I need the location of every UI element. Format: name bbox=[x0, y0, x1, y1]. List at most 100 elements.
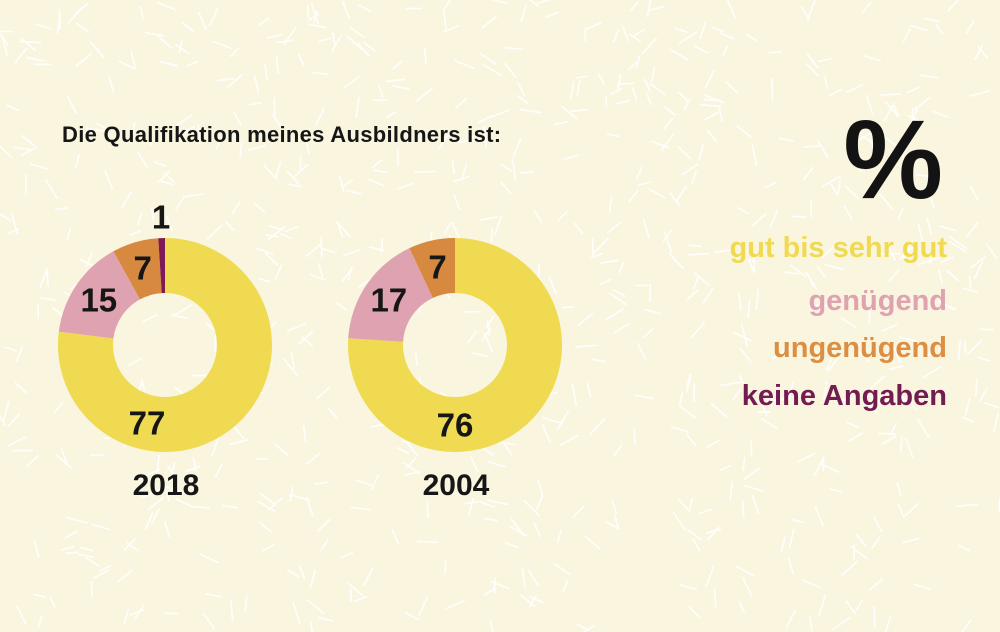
confetti-dash bbox=[54, 207, 69, 211]
confetti-dash bbox=[966, 221, 979, 238]
confetti-dash bbox=[12, 146, 32, 151]
confetti-dash bbox=[768, 50, 783, 54]
confetti-dash bbox=[663, 117, 674, 130]
confetti-dash bbox=[881, 323, 898, 332]
confetti-dash bbox=[509, 525, 528, 537]
slice-value-label: 77 bbox=[129, 404, 166, 441]
confetti-dash bbox=[967, 339, 983, 356]
confetti-dash bbox=[483, 332, 493, 353]
confetti-dash bbox=[479, 216, 499, 221]
confetti-dash bbox=[802, 166, 814, 181]
confetti-dash bbox=[308, 12, 320, 21]
confetti-dash bbox=[79, 546, 94, 552]
confetti-dash bbox=[559, 434, 579, 447]
confetti-dash bbox=[612, 323, 630, 334]
confetti-dash bbox=[939, 225, 957, 232]
confetti-dash bbox=[462, 500, 480, 505]
confetti-dash bbox=[25, 455, 39, 468]
confetti-dash bbox=[914, 97, 930, 111]
confetti-dash bbox=[636, 342, 647, 360]
confetti-dash bbox=[489, 109, 511, 119]
confetti-dash bbox=[273, 442, 288, 456]
confetti-dash bbox=[878, 432, 897, 435]
confetti-dash bbox=[442, 0, 451, 11]
confetti-dash bbox=[342, 249, 360, 257]
confetti-dash bbox=[254, 247, 274, 255]
confetti-dash bbox=[937, 300, 957, 311]
confetti-dash bbox=[575, 75, 589, 79]
slice-value-label: 7 bbox=[428, 248, 446, 285]
confetti-dash bbox=[974, 378, 978, 397]
legend-item-ungenuegend: ungenügend bbox=[773, 332, 947, 364]
confetti-dash bbox=[264, 233, 279, 238]
confetti-dash bbox=[856, 350, 870, 363]
confetti-dash bbox=[205, 322, 217, 332]
confetti-dash bbox=[917, 419, 930, 439]
confetti-dash bbox=[213, 334, 217, 353]
confetti-dash bbox=[960, 619, 972, 632]
confetti-dash bbox=[844, 185, 860, 200]
confetti-dash bbox=[586, 382, 592, 398]
percent-symbol: % bbox=[843, 97, 943, 222]
confetti-dash bbox=[869, 138, 876, 152]
confetti-dash bbox=[784, 271, 800, 275]
confetti-dash bbox=[21, 146, 38, 156]
confetti-dash bbox=[974, 44, 984, 61]
confetti-dash bbox=[948, 235, 968, 250]
confetti-dash bbox=[487, 460, 506, 468]
confetti-dash bbox=[171, 314, 189, 320]
confetti-dash bbox=[212, 40, 233, 50]
confetti-dash bbox=[347, 266, 353, 281]
confetti-dash bbox=[611, 499, 618, 515]
confetti-dash bbox=[632, 28, 645, 38]
legend-item-genuegend: genügend bbox=[808, 285, 947, 317]
confetti-dash bbox=[879, 193, 894, 211]
confetti-dash bbox=[306, 599, 325, 615]
confetti-dash bbox=[40, 297, 56, 301]
confetti-dash bbox=[785, 609, 796, 629]
confetti-dash bbox=[253, 75, 260, 93]
confetti-dash bbox=[231, 201, 241, 214]
confetti-dash bbox=[681, 163, 699, 176]
confetti-dash bbox=[801, 579, 821, 589]
confetti-dash bbox=[345, 34, 363, 51]
confetti-dash bbox=[985, 243, 998, 260]
confetti-dash bbox=[229, 599, 234, 621]
donut-chart-2004: 76 17 7 bbox=[347, 238, 562, 452]
confetti-dash bbox=[669, 192, 680, 207]
confetti-dash bbox=[788, 381, 795, 401]
confetti-dash bbox=[61, 545, 75, 551]
confetti-dash bbox=[445, 599, 466, 610]
donut-slice-2004-0 bbox=[347, 238, 562, 452]
confetti-dash bbox=[970, 255, 986, 269]
confetti-dash bbox=[309, 621, 314, 632]
confetti-dash bbox=[633, 428, 636, 445]
confetti-dash bbox=[454, 59, 475, 70]
confetti-dash bbox=[283, 27, 297, 45]
confetti-dash bbox=[470, 456, 479, 473]
confetti-dash bbox=[261, 543, 275, 552]
confetti-dash bbox=[310, 3, 319, 25]
confetti-dash bbox=[788, 528, 795, 549]
confetti-dash bbox=[497, 441, 516, 446]
confetti-dash bbox=[935, 23, 944, 35]
confetti-dash bbox=[758, 397, 768, 417]
confetti-dash bbox=[64, 530, 78, 539]
confetti-dash bbox=[142, 313, 158, 323]
confetti-dash bbox=[128, 229, 142, 237]
confetti-dash bbox=[211, 435, 220, 457]
confetti-dash bbox=[483, 64, 503, 77]
confetti-dash bbox=[157, 1, 177, 11]
confetti-dash bbox=[896, 482, 902, 498]
confetti-dash bbox=[483, 587, 495, 596]
confetti-dash bbox=[563, 154, 580, 160]
donut-slice-2018-3 bbox=[158, 238, 165, 294]
confetti-dash bbox=[257, 277, 271, 283]
confetti-dash bbox=[892, 104, 900, 117]
confetti-dash bbox=[870, 375, 886, 389]
confetti-dash bbox=[258, 17, 270, 27]
confetti-dash bbox=[437, 133, 450, 151]
confetti-dash bbox=[797, 452, 816, 463]
confetti-dash bbox=[74, 154, 80, 169]
